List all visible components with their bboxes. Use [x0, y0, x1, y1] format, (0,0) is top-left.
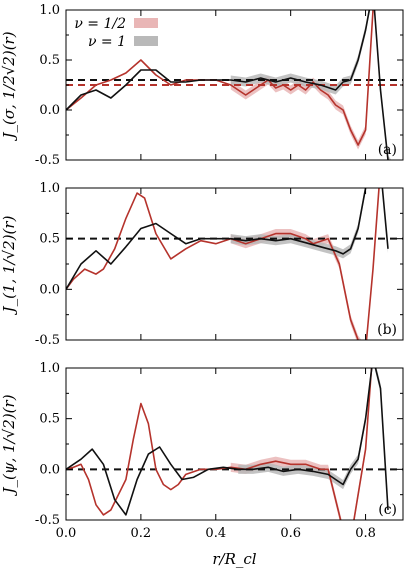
- panel-a: 1.00.50.0-0.5J_(σ, 1/2√2)(r)(a)ν = 1/2ν …: [0, 3, 404, 168]
- legend-label: ν = 1/2: [74, 16, 126, 32]
- x-tick-label: 0.6: [280, 526, 301, 541]
- series-line-nu-one: [66, 368, 389, 516]
- y-tick-label: 0.0: [39, 282, 60, 297]
- y-tick-label: 0.5: [39, 412, 60, 427]
- series-line-nu-half: [66, 368, 373, 520]
- y-axis-label: J_(1, 1/√2)(r): [0, 215, 18, 315]
- plot-area: [66, 188, 403, 340]
- series-line-nu-half: [66, 10, 374, 146]
- plot-area: [66, 368, 403, 520]
- band-nu-one: [238, 368, 389, 515]
- y-tick-label: 1.0: [39, 181, 60, 196]
- x-tick-label: 0.8: [355, 526, 376, 541]
- series-line-nu-half: [66, 188, 380, 340]
- legend: ν = 1/2 ν = 1: [74, 16, 158, 50]
- band-nu-one: [230, 188, 389, 259]
- y-tick-label: -0.5: [35, 153, 60, 168]
- panel-b: 1.0 0.5 0.0 -0.5 J_(1, 1/√2)(r) (b): [0, 181, 404, 348]
- y-axis-label: J_(σ, 1/2√2)(r): [0, 31, 18, 141]
- legend-label: ν = 1: [88, 34, 126, 50]
- panel-tag: (b): [377, 322, 397, 338]
- x-tick-label: 0.0: [56, 526, 77, 541]
- plot-area: [66, 10, 403, 160]
- y-tick-label: 0.0: [39, 462, 60, 477]
- plot-frame: [65, 187, 404, 341]
- y-tick-label: 1.0: [39, 3, 60, 18]
- panel-tag: (a): [378, 142, 397, 158]
- band-nu-half: [230, 10, 375, 150]
- y-tick-label: 0.0: [39, 103, 60, 118]
- y-tick-label: -0.5: [35, 333, 60, 348]
- y-tick-label: 0.5: [39, 53, 60, 68]
- y-tick-label: 0.5: [39, 232, 60, 247]
- x-axis-label: r/R_cl: [212, 550, 256, 568]
- x-tick-label: 0.4: [205, 526, 226, 541]
- y-axis-label: J_(ψ, 1/√2)(r): [0, 394, 18, 496]
- legend-swatch: [134, 36, 158, 46]
- panel-c: 1.00.50.0-0.50.0 0.2 0.4 0.6 0.8J_(ψ, 1/√2)(…: [0, 361, 404, 568]
- panel-tag: (c): [378, 502, 397, 518]
- y-tick-label: -0.5: [35, 513, 60, 528]
- legend-swatch: [134, 18, 158, 28]
- series-line-nu-one: [66, 10, 389, 160]
- y-tick-label: 1.0: [39, 361, 60, 376]
- x-tick-label: 0.2: [131, 526, 152, 541]
- band-nu-half: [230, 188, 380, 340]
- band-nu-half: [230, 368, 372, 520]
- series-line-nu-one: [66, 188, 389, 290]
